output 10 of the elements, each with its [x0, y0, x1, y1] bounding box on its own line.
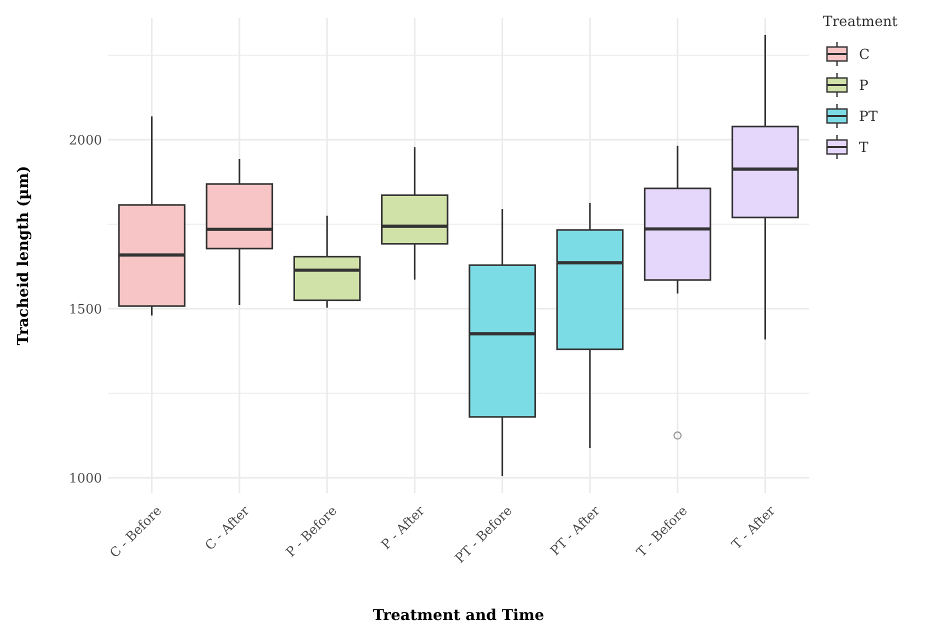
legend-label: T [859, 140, 869, 156]
y-axis-title: Tracheid length (µm) [14, 166, 32, 346]
legend-label: P [859, 78, 868, 94]
y-tick-label: 1000 [68, 471, 102, 486]
x-axis-title: Treatment and Time [372, 606, 544, 624]
legend-title: Treatment [823, 14, 898, 30]
legend-label: C [859, 46, 870, 63]
y-tick-label: 1500 [68, 302, 102, 318]
legend-label: PT [859, 108, 878, 125]
y-tick-label: 2000 [68, 133, 102, 148]
